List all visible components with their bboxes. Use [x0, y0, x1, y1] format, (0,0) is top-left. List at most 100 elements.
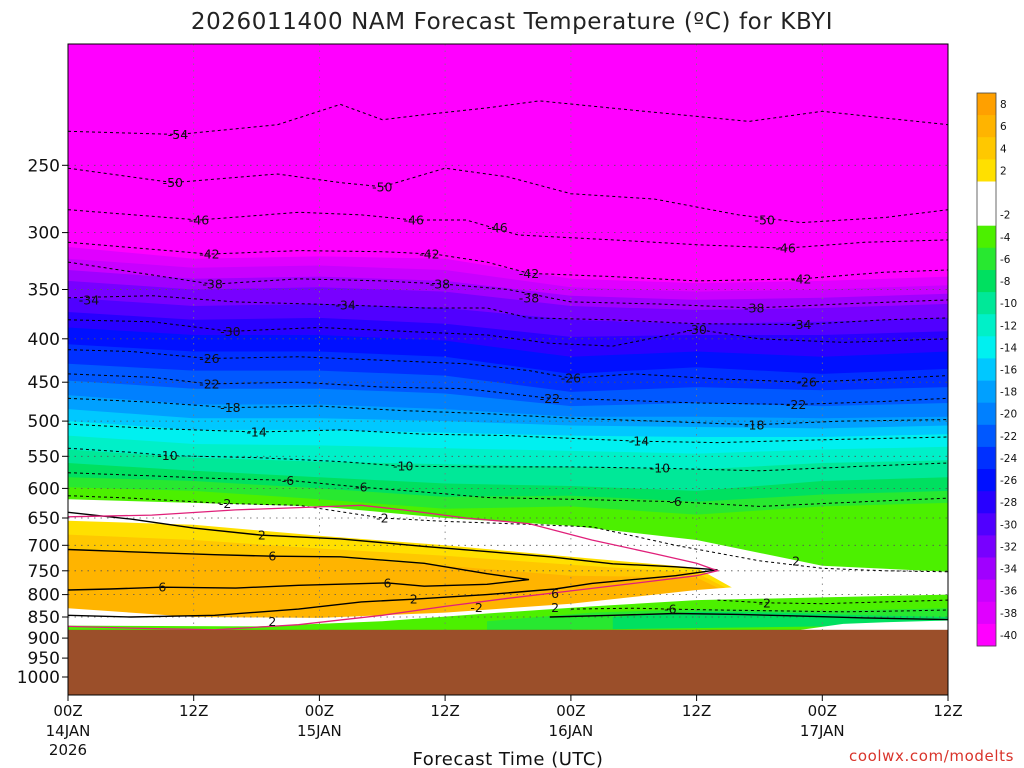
- isotherm-line: [570, 607, 948, 613]
- colorbar-label: -4: [1000, 232, 1011, 244]
- contour-label: -50: [754, 213, 774, 228]
- y-tick-label: 550: [28, 447, 60, 467]
- colorbar-label: -22: [1000, 431, 1017, 443]
- y-tick-label: 400: [28, 330, 60, 350]
- contour-label: -26: [796, 375, 816, 390]
- colorbar-label: -24: [1000, 453, 1017, 465]
- contour-label: -6: [355, 480, 368, 495]
- contour-label: -30: [686, 322, 706, 337]
- colorbar-frame: [976, 92, 997, 647]
- contour-label: -14: [629, 434, 649, 449]
- contour-label: -38: [202, 277, 222, 292]
- contour-label: -10: [650, 461, 670, 476]
- colorbar-swatch: [977, 402, 996, 426]
- colorbar-swatch: [977, 225, 996, 249]
- x-tick-label: 00Z: [556, 702, 585, 720]
- contour-label: -22: [540, 391, 560, 406]
- colorbar-label: -12: [1000, 320, 1017, 332]
- isotherm-line: [68, 241, 948, 282]
- y-tick-label: 650: [28, 509, 60, 529]
- contour-label: -38: [744, 301, 764, 316]
- contour-label: 2: [268, 614, 276, 629]
- colorbar-swatch: [977, 159, 996, 182]
- colorbar-swatch: [977, 623, 996, 647]
- x-tick-label: 00Z: [53, 702, 82, 720]
- isotherm-line: [68, 548, 530, 591]
- colorbar-label: -34: [1000, 564, 1017, 576]
- colorbar-label: -20: [1000, 409, 1017, 421]
- colorbar-swatch: [977, 579, 996, 603]
- y-tick-label: 500: [28, 412, 60, 432]
- contour-label: -2: [758, 595, 770, 610]
- colorbar-swatch: [977, 380, 996, 404]
- colorbar-label: -2: [1000, 210, 1010, 222]
- y-tick-label: 350: [28, 281, 60, 301]
- y-tick-label: 300: [28, 224, 60, 244]
- colorbar-label: -30: [1000, 519, 1017, 531]
- colorbar-label: -40: [1000, 630, 1017, 642]
- x-tick-date: 17JAN: [800, 722, 845, 740]
- isotherm-line: [717, 599, 948, 605]
- x-tick-year: 2026: [49, 741, 87, 759]
- colorbar-swatch: [977, 115, 996, 138]
- colorbar-label: -26: [1000, 475, 1017, 487]
- colorbar-swatch: [977, 358, 996, 381]
- contour-label: -2: [219, 496, 231, 511]
- contour-label: -50: [372, 179, 392, 194]
- contour-label: -46: [403, 213, 423, 228]
- colorbar-label: -6: [1000, 254, 1011, 266]
- contour-label: 2: [551, 600, 559, 615]
- colorbar-label: -38: [1000, 608, 1017, 620]
- contour-label: -34: [335, 298, 355, 313]
- colorbar-label: -10: [1000, 298, 1017, 310]
- colorbar-swatch: [977, 513, 996, 536]
- colorbar-swatch: [977, 424, 996, 448]
- colorbar-swatch: [977, 491, 996, 514]
- x-tick-label: 12Z: [430, 702, 459, 720]
- colorbar-swatch: [977, 557, 996, 580]
- colorbar-label: -36: [1000, 586, 1017, 598]
- isotherm-line: [68, 100, 948, 136]
- x-tick-label: 00Z: [305, 702, 334, 720]
- colorbar-label: -8: [1000, 276, 1010, 288]
- colorbar-swatch: [977, 181, 996, 204]
- isotherm-line: [68, 209, 948, 249]
- colorbar-label: -32: [1000, 542, 1017, 554]
- freezing-line: [68, 504, 720, 631]
- chart-title: 2026011400 NAM Forecast Temperature (ºC)…: [191, 9, 833, 35]
- x-tick-label: 12Z: [179, 702, 208, 720]
- contour-label: -42: [519, 266, 539, 281]
- y-tick-label: 250: [28, 156, 60, 176]
- x-tick-label: 12Z: [933, 702, 962, 720]
- contour-label: -10: [393, 459, 413, 474]
- isotherm-line: [68, 447, 948, 472]
- x-tick-date: 16JAN: [549, 722, 594, 740]
- colorbar-label: 4: [1000, 143, 1007, 155]
- colorbar-swatch: [977, 137, 996, 160]
- contour-label: 6: [158, 580, 166, 595]
- plot-frame: [67, 43, 949, 696]
- contour-label: 2: [792, 553, 800, 568]
- contour-label: -22: [786, 397, 806, 412]
- contour-label: -42: [199, 247, 219, 262]
- colorbar-label: -28: [1000, 497, 1017, 509]
- contour-label: -38: [519, 290, 539, 305]
- colorbar-swatch: [977, 314, 996, 337]
- pressure-axis: 2503003504004505005506006507007508008509…: [17, 156, 68, 688]
- contour-label: -14: [246, 425, 266, 440]
- isotherm-line: [68, 167, 948, 224]
- y-tick-label: 850: [28, 608, 60, 628]
- contour-label: -30: [220, 324, 240, 339]
- source-credit: coolwx.com/modelts: [849, 747, 1014, 765]
- contour-label: -26: [561, 371, 581, 386]
- isotherm-line: [68, 373, 948, 406]
- contour-label: -22: [199, 376, 219, 391]
- contour-label: -2: [470, 600, 482, 615]
- colorbar-swatch: [977, 336, 996, 359]
- contour-label: -18: [744, 417, 764, 432]
- isotherm-line: [68, 349, 948, 383]
- contour-label: -54: [168, 127, 188, 142]
- colorbar-swatch: [977, 270, 996, 293]
